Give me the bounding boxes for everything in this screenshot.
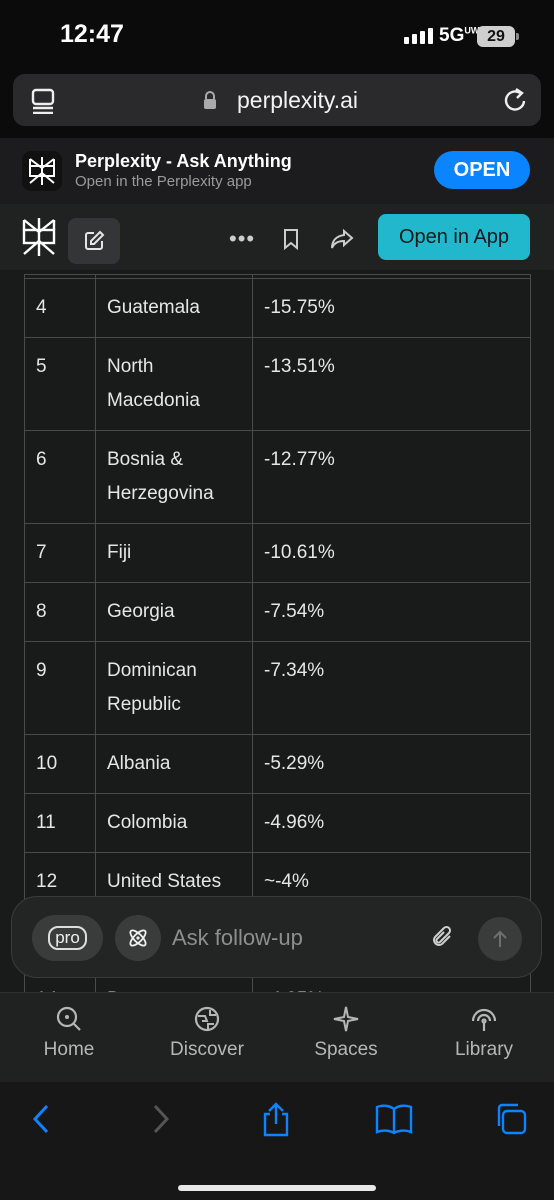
nav-discover-label: Discover: [170, 1039, 244, 1060]
lock-icon: [204, 91, 216, 109]
library-icon: [471, 1008, 497, 1031]
back-icon[interactable]: [30, 1102, 52, 1136]
network-sup: UW: [464, 25, 480, 36]
address-bar[interactable]: perplexity.ai: [13, 74, 541, 126]
change-cell: -4.96%: [252, 793, 531, 853]
country-cell: Georgia: [95, 582, 253, 642]
perplexity-logo-icon[interactable]: [20, 217, 58, 257]
change-cell: -15.75%: [252, 278, 531, 338]
table-row: 5 North Macedonia -13.51%: [24, 337, 531, 431]
nav-library-label: Library: [454, 1039, 514, 1060]
more-options-button[interactable]: •••: [229, 226, 256, 251]
nav-spaces-label: Spaces: [314, 1039, 378, 1060]
rank-cell: 7: [24, 523, 96, 583]
bookmarks-book-icon[interactable]: [375, 1102, 413, 1136]
open-in-app-button[interactable]: Open in App: [378, 214, 530, 260]
reader-menu-icon[interactable]: [31, 88, 55, 114]
nav-discover[interactable]: Discover: [152, 1005, 262, 1061]
atom-icon: [129, 929, 147, 947]
table-row: 8 Georgia -7.54%: [24, 582, 531, 642]
change-cell: -13.51%: [252, 337, 531, 431]
nav-home-label: Home: [43, 1039, 95, 1060]
follow-up-input[interactable]: Ask follow-up: [172, 925, 303, 950]
nav-library[interactable]: Library: [429, 1005, 539, 1061]
status-bar: 12:47 5GUW 29: [0, 0, 554, 70]
banner-open-button[interactable]: OPEN: [434, 151, 530, 189]
change-cell: -12.77%: [252, 430, 531, 524]
country-cell: Colombia: [95, 793, 253, 853]
country-cell: North Macedonia: [95, 337, 253, 431]
send-button[interactable]: [478, 917, 522, 961]
url-host: perplexity.ai: [237, 87, 359, 113]
reload-icon[interactable]: [503, 86, 529, 114]
change-cell: -7.34%: [252, 641, 531, 735]
share-sheet-icon[interactable]: [260, 1102, 292, 1138]
rank-cell: 10: [24, 734, 96, 794]
rank-cell: 5: [24, 337, 96, 431]
perplexity-header: ••• Open in App: [0, 204, 554, 270]
network-label: 5G: [439, 25, 465, 46]
country-cell: Guatemala: [95, 278, 253, 338]
follow-up-bar: pro Ask follow-up: [11, 896, 542, 978]
nav-home[interactable]: Home: [14, 1005, 124, 1061]
pro-label: pro: [48, 926, 87, 950]
country-cell: Bosnia & Herzegovina: [95, 430, 253, 524]
home-indicator: [178, 1185, 376, 1191]
globe-icon: [194, 1006, 220, 1032]
perplexity-app-icon: [22, 151, 62, 191]
country-cell: Albania: [95, 734, 253, 794]
table-row: 10 Albania -5.29%: [24, 734, 531, 794]
battery-icon: 29: [477, 26, 519, 47]
country-cell: Fiji: [95, 523, 253, 583]
change-cell: -10.61%: [252, 523, 531, 583]
answer-content: 4 Guatemala -15.75% 5 North Macedonia -1…: [0, 270, 554, 992]
sparkle-icon: [333, 1006, 359, 1032]
attach-icon[interactable]: [432, 925, 454, 949]
forward-icon[interactable]: [150, 1102, 172, 1136]
change-cell: -7.54%: [252, 582, 531, 642]
browser-chrome: perplexity.ai: [0, 70, 554, 138]
rank-cell: 4: [24, 278, 96, 338]
table-row: 4 Guatemala -15.75%: [24, 278, 531, 338]
status-time: 12:47: [60, 20, 124, 48]
pro-toggle-button[interactable]: pro: [32, 915, 103, 961]
tabs-icon[interactable]: [494, 1102, 528, 1136]
banner-title: Perplexity - Ask Anything: [75, 151, 292, 171]
edit-icon: [85, 230, 105, 250]
table-row: 7 Fiji -10.61%: [24, 523, 531, 583]
rank-cell: 6: [24, 430, 96, 524]
network-type: 5GUW: [439, 25, 479, 47]
smart-app-banner: Perplexity - Ask Anything Open in the Pe…: [0, 138, 554, 204]
cellular-signal-icon: [404, 28, 433, 44]
share-icon[interactable]: [330, 228, 354, 250]
table-row: 6 Bosnia & Herzegovina -12.77%: [24, 430, 531, 524]
country-cell: Dominican Republic: [95, 641, 253, 735]
arrow-up-icon: [493, 930, 507, 947]
table-row: 11 Colombia -4.96%: [24, 793, 531, 853]
results-table: 4 Guatemala -15.75% 5 North Macedonia -1…: [24, 274, 531, 992]
bookmark-icon[interactable]: [282, 228, 300, 250]
bottom-nav: Home Discover Spaces Library: [0, 992, 554, 1082]
rank-cell: 9: [24, 641, 96, 735]
nav-spaces[interactable]: Spaces: [291, 1005, 401, 1061]
new-thread-button[interactable]: [68, 218, 120, 264]
change-cell: -5.29%: [252, 734, 531, 794]
home-search-icon: [56, 1006, 81, 1031]
banner-subtitle: Open in the Perplexity app: [75, 173, 252, 190]
safari-toolbar: [0, 1082, 554, 1200]
model-select-button[interactable]: [115, 915, 161, 961]
table-row: 9 Dominican Republic -7.34%: [24, 641, 531, 735]
rank-cell: 8: [24, 582, 96, 642]
rank-cell: 11: [24, 793, 96, 853]
